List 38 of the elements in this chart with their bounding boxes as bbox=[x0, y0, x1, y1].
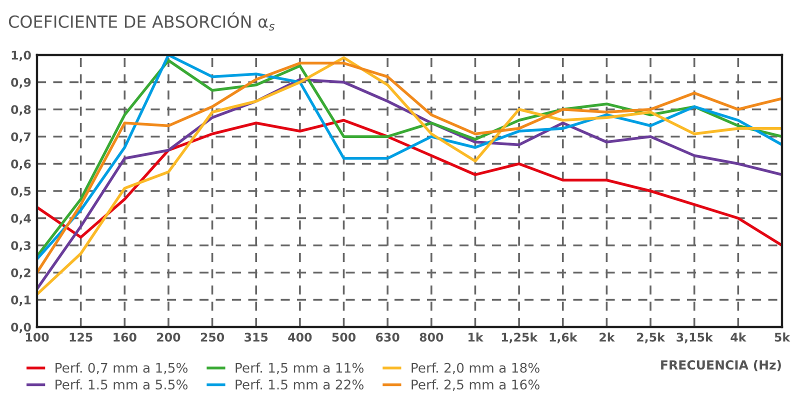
legend-label: Perf. 1,5 mm a 11% bbox=[236, 362, 364, 374]
x-tick-label: 4k bbox=[730, 332, 746, 342]
x-tick-label: 630 bbox=[376, 332, 400, 342]
legend-label: Perf. 1.5 mm a 22% bbox=[236, 379, 364, 390]
y-tick-label: 0,0 bbox=[11, 322, 31, 334]
x-tick-label: 160 bbox=[114, 332, 136, 342]
x-tick-label: 1k bbox=[468, 332, 484, 342]
y-tick-label: 0,1 bbox=[11, 296, 31, 306]
legend-label: Perf. 2,5 mm a 16% bbox=[412, 379, 540, 391]
y-tick-label: 0,9 bbox=[11, 78, 31, 88]
x-tick-label: 315 bbox=[244, 332, 268, 342]
x-tick-label: 200 bbox=[157, 332, 180, 342]
y-tick-label: 0,4 bbox=[11, 214, 31, 224]
chart-title: COEFICIENTE DE ABSORCIÓN α$_{s}$ bbox=[8, 12, 275, 31]
x-tick-label: 2,5k bbox=[637, 332, 666, 344]
y-tick-label: 0,8 bbox=[11, 105, 31, 116]
x-tick-label: 3,15k bbox=[676, 332, 714, 344]
line-series bbox=[37, 118, 782, 247]
y-tick-label: 0,7 bbox=[11, 132, 31, 143]
legend-label: Perf. 2,0 mm a 18% bbox=[412, 362, 540, 374]
x-tick-label: 5k bbox=[774, 332, 790, 342]
legend-label: Perf. 0,7 mm a 1,5% bbox=[56, 362, 188, 374]
x-tick-label: 400 bbox=[288, 332, 312, 342]
x-tick-label: 250 bbox=[200, 332, 224, 342]
x-tick-label: 1,6k bbox=[550, 332, 578, 344]
y-tick-label: 1,0 bbox=[12, 50, 31, 62]
y-tick-label: 0,6 bbox=[11, 160, 31, 170]
x-axis-title: FRECUENCIA (Hz) bbox=[661, 360, 781, 372]
y-tick-label: 0,5 bbox=[11, 186, 31, 198]
y-tick-label: 0,3 bbox=[11, 241, 31, 252]
x-tick-label: 500 bbox=[332, 332, 356, 342]
x-tick-label: 2k bbox=[600, 332, 615, 342]
x-tick-label: 100 bbox=[26, 332, 49, 342]
x-tick-label: 800 bbox=[420, 332, 444, 342]
y-tick-label: 0,2 bbox=[11, 268, 30, 279]
x-tick-label: 1,25k bbox=[502, 332, 538, 344]
x-tick-label: 125 bbox=[70, 332, 92, 342]
legend-label: Perf. 1.5 mm a 5.5% bbox=[56, 379, 188, 390]
